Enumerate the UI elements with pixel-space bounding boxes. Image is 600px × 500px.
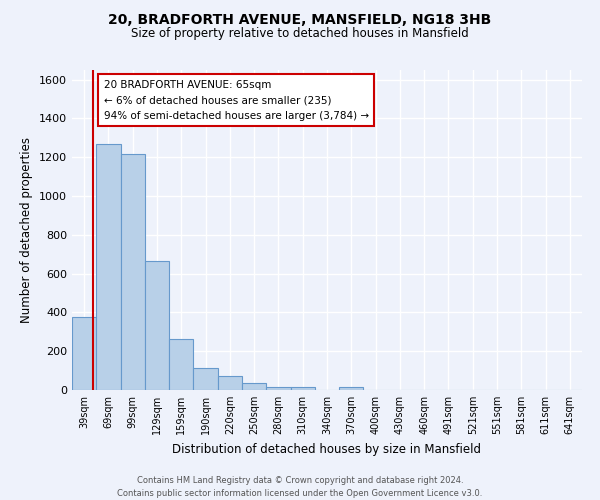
Text: 20, BRADFORTH AVENUE, MANSFIELD, NG18 3HB: 20, BRADFORTH AVENUE, MANSFIELD, NG18 3H… (109, 12, 491, 26)
Bar (242, 383, 266, 390)
Bar (339, 387, 364, 390)
Text: 20 BRADFORTH AVENUE: 65sqm
← 6% of detached houses are smaller (235)
94% of semi: 20 BRADFORTH AVENUE: 65sqm ← 6% of detac… (104, 80, 368, 121)
Bar (145, 261, 169, 390)
Bar (169, 338, 193, 390)
Bar (121, 154, 145, 390)
Text: Size of property relative to detached houses in Mansfield: Size of property relative to detached ho… (131, 28, 469, 40)
Bar (193, 368, 218, 390)
X-axis label: Distribution of detached houses by size in Mansfield: Distribution of detached houses by size … (173, 442, 482, 456)
Y-axis label: Number of detached properties: Number of detached properties (20, 137, 34, 323)
Text: Contains HM Land Registry data © Crown copyright and database right 2024.
Contai: Contains HM Land Registry data © Crown c… (118, 476, 482, 498)
Bar (290, 387, 315, 390)
Bar (266, 387, 290, 390)
Bar (72, 318, 96, 390)
Bar (218, 376, 242, 390)
Bar (96, 144, 121, 390)
